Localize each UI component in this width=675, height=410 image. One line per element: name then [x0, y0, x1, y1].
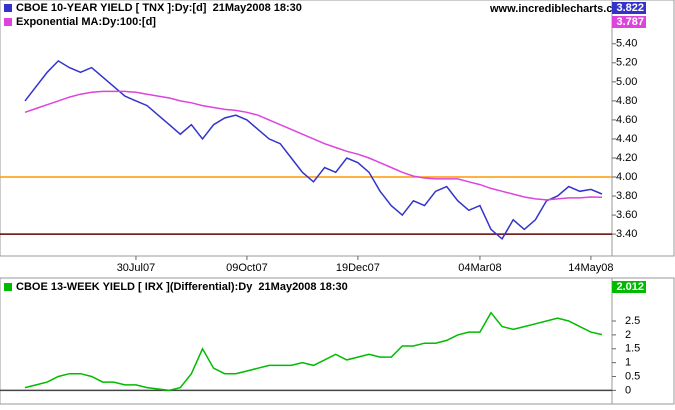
series-line [24, 311, 603, 392]
value-badge-label: 2.012 [616, 281, 644, 293]
value-badge-label: 3.822 [616, 2, 644, 14]
y-tick-label: 2.5 [625, 315, 640, 327]
value-badge [612, 2, 646, 14]
y-tick-label: 5.20 [616, 57, 637, 69]
y-tick-label: 5.00 [616, 76, 637, 88]
series-line [24, 90, 603, 201]
y-tick-label: 4.00 [616, 171, 637, 183]
y-tick-label: 3.80 [616, 190, 637, 202]
y-tick-label: 4.40 [616, 133, 637, 145]
legend-swatch [4, 4, 12, 12]
value-badge [612, 16, 646, 28]
x-tick-label: 09Oct07 [226, 262, 268, 274]
y-tick-label: 4.20 [616, 152, 637, 164]
y-tick-label: 4.60 [616, 114, 637, 126]
y-tick-label: 1.5 [625, 343, 640, 355]
y-tick-label: 0 [625, 384, 631, 396]
y-tick-label: 1 [625, 357, 631, 369]
x-tick-label: 19Dec07 [336, 262, 380, 274]
x-tick-label: 04Mar08 [458, 262, 501, 274]
value-badge-label: 3.787 [616, 16, 644, 28]
legend-label: CBOE 13-WEEK YIELD [ IRX ](Differential)… [16, 281, 348, 293]
y-tick-label: 2 [625, 329, 631, 341]
legend-label: CBOE 10-YEAR YIELD [ TNX ]:Dy:[d] 21May2… [16, 2, 302, 14]
x-tick-label: 14May08 [568, 262, 613, 274]
watermark: www.incrediblecharts.com [489, 3, 629, 15]
value-badge [612, 281, 646, 293]
x-tick-label: 30Jul07 [117, 262, 156, 274]
panel-frame [0, 277, 675, 405]
panel-frame [0, 0, 675, 257]
series-line [24, 59, 603, 241]
legend-label: Exponential MA:Dy:100:[d] [16, 16, 156, 28]
y-tick-label: 5.40 [616, 38, 637, 50]
legend-swatch [4, 283, 12, 291]
y-tick-label: 3.60 [616, 209, 637, 221]
y-tick-label: 4.80 [616, 95, 637, 107]
legend-swatch [4, 18, 12, 26]
y-tick-label: 0.5 [625, 370, 640, 382]
y-tick-label: 3.40 [616, 228, 637, 240]
